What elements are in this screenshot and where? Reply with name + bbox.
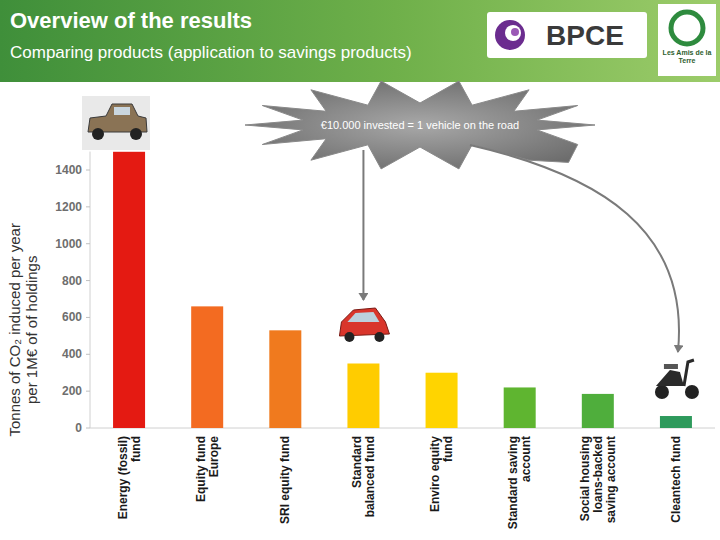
bar <box>191 306 223 428</box>
x-tick-label-group: Energy (fossil)fund <box>116 436 143 519</box>
scooter-handle <box>684 360 694 386</box>
y-tick <box>86 317 90 318</box>
x-tick-label-line: Standard saving <box>506 436 520 529</box>
x-tick-label-group: Cleantech fund <box>669 436 683 523</box>
truck-body <box>88 104 147 132</box>
bars <box>113 152 692 428</box>
header-banner <box>0 0 720 82</box>
chart-root: Overview of the results Comparing product… <box>0 0 720 540</box>
y-tick-label: 200 <box>62 384 82 398</box>
logo-line: Terre <box>679 57 696 64</box>
x-tick-label-group: Equity fundEurope <box>194 436 221 502</box>
x-tick-label: Cleantech fund <box>669 436 683 523</box>
x-tick-label: SRI equity fund <box>278 436 292 524</box>
y-tick-label: 400 <box>62 347 82 361</box>
truck-window <box>114 107 130 115</box>
x-tick-label: Standardbalanced fund <box>350 436 377 517</box>
x-tick-label-line: Europe <box>207 436 221 478</box>
scooter-seat <box>664 364 678 369</box>
logo-mark <box>511 28 519 36</box>
icon-bg <box>82 96 150 150</box>
y-tick <box>86 391 90 392</box>
x-tick-label-group: Enviro equityfund <box>428 436 455 512</box>
wheel <box>92 128 104 140</box>
bar <box>504 387 536 428</box>
y-tick <box>86 280 90 281</box>
x-tick-label-line: Enviro equity <box>428 436 442 512</box>
logo-mark <box>505 25 521 41</box>
x-tick-label-line: account <box>519 436 533 482</box>
car-icon <box>339 308 389 342</box>
logo-text: Les Amis de laTerre <box>663 49 712 64</box>
wheel <box>685 385 699 399</box>
subtitle: Comparing products (application to savin… <box>10 43 412 62</box>
y-tick-label: 600 <box>62 310 82 324</box>
x-tick-label-line: fund <box>129 436 143 462</box>
x-tick-label-line: Standard <box>350 436 364 488</box>
x-tick-label-line: balanced fund <box>363 436 377 517</box>
car-window <box>347 312 379 322</box>
x-tick-label-line: SRI equity fund <box>278 436 292 524</box>
x-tick-label-group: Standard savingaccount <box>506 436 533 529</box>
y-tick-label: 800 <box>62 274 82 288</box>
wheel <box>130 128 142 140</box>
truck-icon <box>82 96 150 150</box>
y-axis-label: Tonnes of CO₂ induced per yearper 1M€ of… <box>6 223 40 436</box>
y-tick-label: 1000 <box>55 237 82 251</box>
x-tick-label: Equity fundEurope <box>194 436 221 502</box>
scooter-icon <box>655 360 699 399</box>
x-tick-label: Energy (fossil)fund <box>116 436 143 519</box>
x-tick-label-line: saving account <box>604 436 618 523</box>
y-tick-label: 1200 <box>55 200 82 214</box>
logo-mark <box>495 20 525 50</box>
scooter-body <box>656 370 684 386</box>
bar <box>426 373 458 428</box>
x-tick-label: Standard savingaccount <box>506 436 533 529</box>
x-tick-label-line: Cleantech fund <box>669 436 683 523</box>
wheel <box>655 385 669 399</box>
bar <box>113 152 145 428</box>
logo-text: BPCE <box>546 20 624 51</box>
car-body <box>339 308 389 336</box>
title: Overview of the results <box>10 8 252 33</box>
y-axis-line <box>90 152 91 428</box>
x-tick-label-line: loans-backed <box>591 436 605 513</box>
x-tick-label-line: Equity fund <box>194 436 208 502</box>
y-tick-label: 1400 <box>55 163 82 177</box>
bar <box>582 394 614 428</box>
y-tick <box>86 354 90 355</box>
y-tick <box>86 170 90 171</box>
logo-mark <box>671 12 703 44</box>
wheel <box>344 332 354 342</box>
y-tick <box>86 206 90 207</box>
chart-svg: Overview of the results Comparing product… <box>0 0 720 540</box>
x-tick-label-group: Social housingloans-backedsaving account <box>578 436 618 523</box>
x-tick-label-group: SRI equity fund <box>278 436 292 524</box>
arrow <box>470 145 679 352</box>
x-axis-line <box>90 428 715 429</box>
x-tick-label-line: Energy (fossil) <box>116 436 130 519</box>
x-tick-label: Social housingloans-backedsaving account <box>578 436 618 523</box>
starburst <box>245 81 595 169</box>
y-tick <box>86 428 90 429</box>
x-tick-label-group: Standardbalanced fund <box>350 436 377 517</box>
arrow <box>362 150 364 300</box>
x-tick-label-line: Social housing <box>578 436 592 521</box>
y-axis-label-line: Tonnes of CO₂ induced per year <box>6 223 23 436</box>
x-tick-label: Enviro equityfund <box>428 436 455 512</box>
y-axis-label-line: per 1M€ of of holdings <box>23 256 40 404</box>
wheel <box>374 332 384 342</box>
x-tick-label-line: fund <box>441 436 455 462</box>
bar <box>660 416 692 428</box>
y-tick <box>86 243 90 244</box>
annotation: €10.000 invested = 1 vehicle on the road <box>321 119 519 131</box>
bar <box>269 330 301 428</box>
logo-line: Les Amis de la <box>663 49 712 56</box>
y-tick-label: 0 <box>75 421 82 435</box>
logo-box <box>487 12 647 58</box>
bar <box>347 364 379 429</box>
logo-box <box>658 4 716 76</box>
